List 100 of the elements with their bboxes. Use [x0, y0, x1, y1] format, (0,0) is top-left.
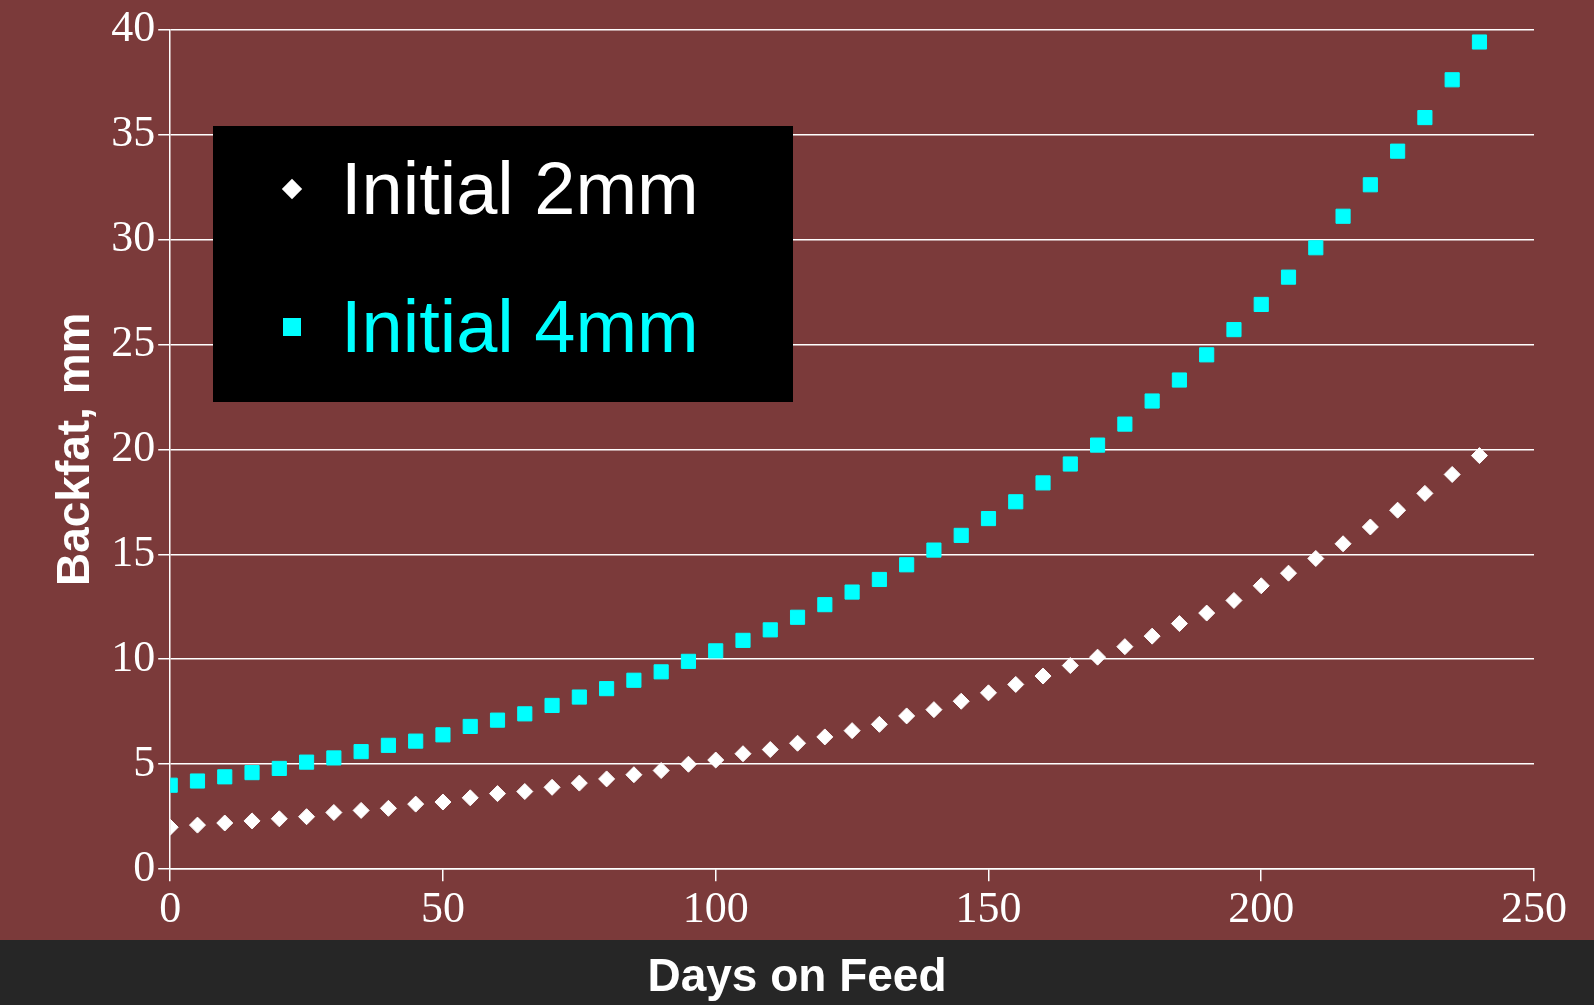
x-tick-label: 100 [682, 883, 749, 933]
point [625, 766, 643, 784]
point [1061, 657, 1079, 675]
point [1034, 667, 1052, 685]
y-tick-label: 35 [111, 106, 156, 156]
point [489, 785, 507, 803]
point [434, 793, 452, 811]
legend-label: Initial 2mm [341, 146, 699, 231]
point [679, 755, 697, 773]
point [1225, 591, 1243, 609]
point [1334, 535, 1352, 553]
y-tick-label: 20 [111, 421, 156, 471]
point [489, 712, 506, 728]
point [708, 643, 724, 659]
point [1416, 484, 1434, 502]
point [217, 769, 233, 785]
point [1253, 296, 1269, 313]
point [461, 789, 479, 807]
point [816, 728, 834, 746]
point [516, 783, 534, 801]
point [1252, 577, 1270, 595]
point [1090, 437, 1106, 453]
point [1199, 347, 1215, 363]
point [1308, 240, 1324, 256]
x-tick-label: 200 [1228, 883, 1295, 933]
point [188, 816, 206, 834]
point [898, 707, 916, 725]
point [899, 557, 915, 573]
point [1361, 518, 1379, 536]
point [1170, 615, 1188, 633]
point [325, 804, 343, 822]
point [1280, 564, 1298, 582]
legend-label: Initial 4mm [341, 284, 699, 369]
point [1007, 675, 1025, 693]
point [571, 689, 587, 705]
point [734, 745, 752, 763]
point [761, 741, 779, 759]
point [1171, 372, 1187, 388]
point [408, 733, 424, 749]
point [707, 751, 725, 769]
point [626, 672, 642, 688]
point [1443, 465, 1461, 483]
point [762, 622, 778, 638]
point [1116, 638, 1134, 656]
point [244, 765, 260, 781]
y-tick-label: 40 [111, 1, 156, 51]
point [1198, 604, 1216, 622]
point [1008, 494, 1024, 510]
point [435, 727, 451, 743]
point [1470, 447, 1488, 465]
point [1389, 501, 1407, 519]
y-axis-title: Backfat, mm [47, 312, 100, 587]
point [1417, 110, 1433, 126]
point [789, 609, 806, 625]
point [653, 664, 669, 680]
point [462, 718, 478, 735]
point [380, 737, 396, 753]
y-tick-label: 25 [111, 316, 156, 366]
point [407, 795, 425, 813]
point [298, 808, 316, 826]
point [952, 692, 970, 710]
point [980, 511, 997, 527]
point [243, 812, 261, 830]
point [1335, 208, 1351, 224]
point [271, 760, 287, 776]
point [1035, 475, 1051, 491]
point [680, 653, 697, 669]
point [216, 814, 234, 832]
point [735, 632, 751, 648]
point [189, 773, 206, 789]
point [1117, 416, 1133, 432]
x-tick-label: 50 [420, 883, 465, 933]
point [353, 744, 369, 760]
y-tick-label: 10 [111, 631, 156, 681]
x-axis-title: Days on Feed [0, 940, 1594, 1005]
point [844, 584, 860, 600]
point [1471, 34, 1488, 50]
point [270, 810, 288, 828]
x-tick-label: 250 [1501, 883, 1567, 933]
point [979, 684, 997, 702]
point [1144, 393, 1160, 409]
point [926, 542, 942, 558]
point [953, 527, 969, 543]
point [379, 799, 397, 817]
point [570, 774, 588, 792]
point [598, 770, 616, 788]
y-tick-label: 15 [111, 526, 156, 576]
y-tick-label: 0 [133, 841, 156, 891]
point [352, 801, 370, 819]
point [925, 701, 943, 719]
point [1280, 269, 1297, 285]
point [1307, 549, 1325, 567]
y-tick-label: 5 [133, 736, 156, 786]
point [1444, 72, 1460, 88]
point [789, 734, 807, 752]
point [599, 681, 615, 697]
y-tick-label: 30 [111, 211, 156, 261]
point [299, 754, 315, 770]
point [652, 762, 670, 780]
point [817, 597, 833, 613]
